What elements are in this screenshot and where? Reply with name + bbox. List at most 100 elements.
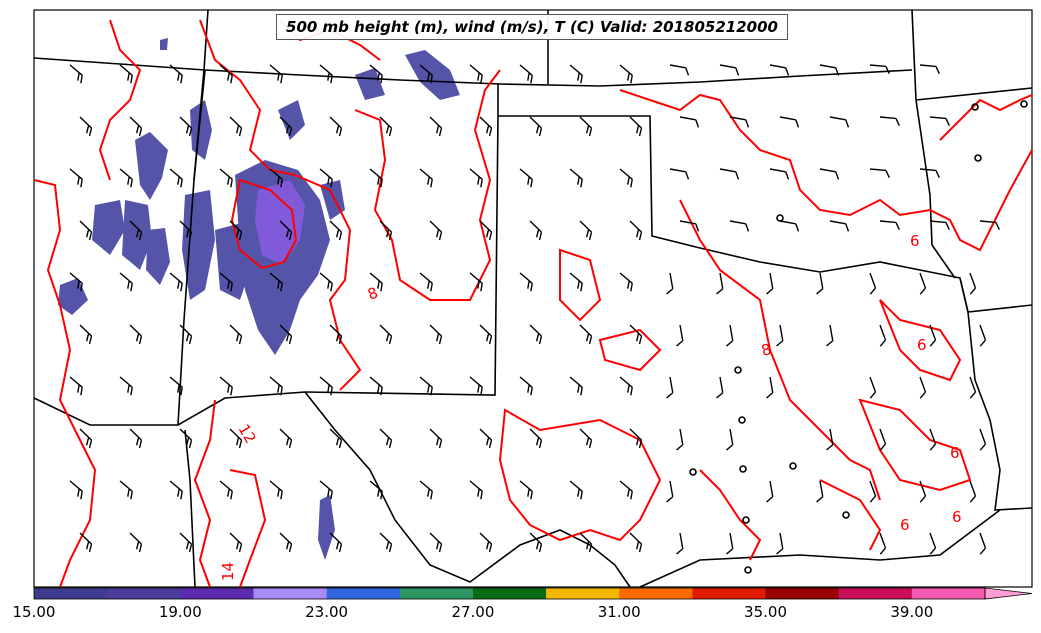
wind-barb [666,272,674,295]
wind-barb [179,116,193,137]
colorbar-segment [34,588,108,599]
wind-barb [969,272,977,295]
wind-barb [619,272,633,292]
wind-barb [929,324,937,347]
wind-barb [419,376,433,396]
wind-barb [629,532,643,553]
wind-barb [129,116,143,137]
wind-barb [919,272,927,295]
wind-barb [529,220,543,241]
colorbar-extend-arrow [984,587,1033,600]
state-borders [33,9,1033,588]
wind-barb [979,324,987,347]
wind-barb [816,272,824,295]
wind-barb [379,324,393,345]
wind-barb [519,272,533,292]
wind-barb [766,272,774,295]
wind-barb [419,64,433,84]
wind-barb [329,220,343,241]
wind-barb [229,324,243,345]
contour-label: 6 [910,232,920,250]
wind-barb [479,532,493,553]
wind-barb [369,480,383,500]
wind-barb [69,64,83,84]
wind-barb [319,168,333,188]
wind-barb [429,324,443,345]
wind-barb [229,532,243,553]
wind-barb [79,324,93,345]
contour-label: 6 [952,508,962,526]
wind-barb [869,64,890,75]
colorbar [33,587,1033,600]
wind-barb [679,220,700,232]
wind-barb [829,220,850,232]
wind-barb [869,480,877,503]
wind-barb [169,168,183,188]
wind-barb [79,428,93,449]
wind-barb [319,272,333,292]
wind-barb [729,220,750,232]
wind-barb [919,64,940,75]
wind-barb [69,480,83,500]
wind-barb [79,116,93,137]
wind-barb [979,532,987,555]
wind-barb [779,116,800,128]
wind-barb [219,272,233,292]
wind-barb [419,480,433,500]
wind-barb [379,532,393,553]
wind-barb [279,220,293,241]
wind-barb [319,64,333,84]
colorbar-tick-label: 23.00 [305,603,349,621]
wind-barbs [69,64,1000,555]
colorbar-tick-label: 27.00 [451,603,495,621]
wind-barb [629,324,643,345]
colorbar-tick-label: 15.00 [12,603,56,621]
wind-barb [219,64,233,84]
colorbar-segment [546,588,620,599]
wind-barb [119,168,133,188]
wind-barb [666,480,674,503]
wind-barb [969,376,977,399]
wind-barb [769,168,790,180]
colorbar-segment [399,588,474,599]
wind-barb [479,116,493,137]
wind-barb [829,116,850,128]
wind-barb [676,428,684,451]
wind-barb [669,64,690,76]
colorbar-segment [692,588,767,599]
wind-barb [419,168,433,188]
wind-barb [816,480,824,503]
wind-barb [179,428,193,449]
wind-barb [919,376,927,399]
colorbar-tick-label: 19.00 [158,603,202,621]
wind-barb [619,376,633,396]
colorbar-segment [838,588,913,599]
contour-label: 6 [917,336,927,354]
wind-barb [169,480,183,500]
wind-barb [469,480,483,500]
wind-barb [819,168,840,180]
wind-barb [869,272,877,295]
wind-barb [919,168,940,179]
wind-barb [369,64,383,84]
wind-barb [429,428,443,449]
wind-barb [579,532,593,553]
contour-label: 6 [950,444,960,462]
wind-barb [329,532,343,553]
wind-barb [269,480,283,500]
wind-barb [676,532,684,555]
wind-barb [629,428,643,449]
wind-barb [269,64,283,84]
wind-barb [129,220,143,241]
wind-barb [569,480,583,500]
wind-barb [329,428,343,449]
wind-barb [869,376,877,399]
wind-barb [929,532,937,555]
wind-barb [879,532,887,555]
wind-barb [469,168,483,188]
wind-barb [429,220,443,241]
wind-barb [579,428,593,449]
wind-barb [826,324,834,347]
wind-barb [379,428,393,449]
shading-layer [58,38,460,560]
